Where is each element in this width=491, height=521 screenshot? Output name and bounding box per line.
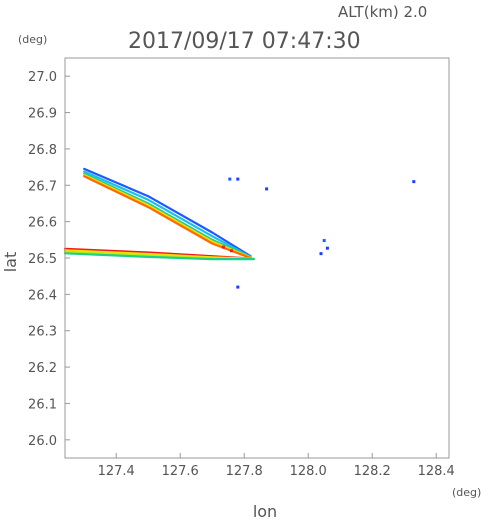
y-tick-label: 26.1 — [28, 397, 57, 412]
echo-streak — [83, 170, 252, 258]
echo-spot — [322, 239, 326, 243]
echo-spot — [236, 285, 240, 289]
altitude-label: ALT(km) 2.0 — [338, 3, 427, 21]
y-tick-label: 26.2 — [28, 361, 57, 376]
echo-spot — [319, 252, 323, 256]
x-tick-label: 127.8 — [226, 464, 263, 479]
data-layer — [63, 167, 416, 289]
y-tick-label: 26.0 — [28, 434, 57, 449]
echo-spot — [221, 245, 225, 249]
y-tick-label: 26.9 — [28, 107, 57, 122]
x-tick-label: 128.0 — [290, 464, 327, 479]
echo-spot — [412, 180, 416, 184]
echo-spot — [265, 187, 269, 191]
x-axis-title: lon — [253, 502, 277, 521]
timestamp-title: 2017/09/17 07:47:30 — [128, 29, 361, 54]
x-tick-label: 127.4 — [98, 464, 135, 479]
y-tick-label: 27.0 — [28, 70, 57, 85]
echo-spot — [229, 249, 233, 253]
x-unit-label: (deg) — [452, 486, 481, 499]
x-tick-label: 128.2 — [354, 464, 391, 479]
ticks-layer: 127.4 127.6 127.8 128.0 128.2 128.4 27.0 26.9 26… — [28, 70, 455, 479]
y-unit-label: (deg) — [18, 33, 47, 46]
echo-spot — [228, 177, 232, 181]
x-tick-label: 127.6 — [162, 464, 199, 479]
y-tick-label: 26.4 — [28, 288, 57, 303]
y-axis-title: lat — [1, 252, 20, 273]
y-tick-label: 26.6 — [28, 216, 57, 231]
echo-spot — [325, 246, 329, 250]
echo-spot — [236, 177, 240, 181]
plot-frame — [64, 57, 450, 459]
echo-streak — [83, 167, 252, 258]
y-tick-label: 26.8 — [28, 143, 57, 158]
y-tick-label: 26.5 — [28, 252, 57, 267]
y-tick-label: 26.3 — [28, 325, 57, 340]
echo-streak — [63, 252, 255, 261]
y-tick-label: 26.7 — [28, 179, 57, 194]
x-tick-label: 128.4 — [418, 464, 455, 479]
